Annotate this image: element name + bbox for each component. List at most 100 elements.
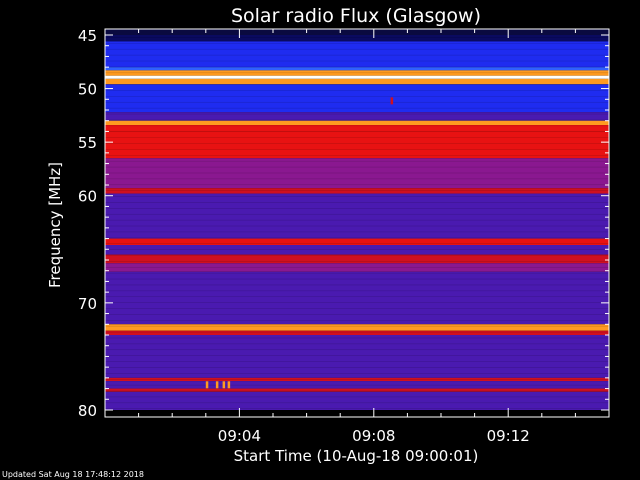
heatmap-band (105, 388, 609, 392)
heatmap-band (105, 70, 609, 76)
heatmap-band (105, 125, 609, 132)
heatmap-band (105, 381, 609, 389)
heatmap-channel-line (105, 278, 609, 280)
heatmap-channel-line (105, 225, 609, 227)
y-tick-label: 60 (78, 188, 97, 206)
heatmap-band (105, 245, 609, 255)
heatmap-channel-line (105, 272, 609, 274)
heatmap-channel-line (105, 107, 609, 109)
heatmap-channel-line (105, 184, 609, 186)
burst-mark (227, 381, 231, 389)
heatmap-channel-line (105, 137, 609, 138)
heatmap-band (105, 254, 609, 264)
heatmap-band (105, 35, 609, 42)
plot-frame (104, 28, 610, 418)
heatmap-channel-line (105, 131, 609, 133)
heatmap-channel-line (105, 302, 609, 303)
x-axis-ticks: 09:04 09:08 09:12 (138, 29, 576, 445)
heatmap-channel-line (105, 60, 609, 62)
heatmap-channel-line (105, 196, 609, 197)
heatmap-band (105, 193, 609, 239)
heatmap-band (105, 330, 609, 335)
heatmap-channel-line (105, 78, 609, 79)
heatmap-channel-line (105, 66, 609, 68)
heatmap-channel-line (105, 166, 609, 168)
heatmap-channel-line (105, 308, 609, 309)
heatmap-channel-line (105, 384, 609, 386)
heatmap-channel-line (105, 160, 609, 162)
y-axis-ticks: 45 50 55 60 70 80 (78, 27, 609, 420)
y-axis-label: Frequency [MHz] (46, 162, 64, 288)
heatmap-band (105, 335, 609, 378)
heatmap-channel-line (105, 202, 609, 203)
heatmap-band (105, 391, 609, 410)
heatmap-channel-line (105, 143, 609, 144)
heatmap-band (105, 41, 609, 68)
heatmap-band (105, 29, 609, 35)
heatmap-channel-line (105, 43, 609, 44)
heatmap-channel-line (105, 408, 609, 409)
heatmap-channel-line (105, 237, 609, 239)
heatmap-channel-line (105, 54, 609, 56)
heatmap-channel-line (105, 172, 609, 174)
heatmap-channel-line (105, 296, 609, 298)
heatmap-channel-line (105, 113, 609, 115)
burst-mark (222, 381, 226, 389)
heatmap-band (105, 263, 609, 272)
heatmap-channel-line (105, 355, 609, 356)
burst-mark (205, 381, 209, 389)
heatmap-band (105, 67, 609, 71)
heatmap-band (105, 271, 609, 325)
x-tick-label: 09:12 (487, 427, 530, 445)
heatmap-band (105, 131, 609, 159)
heatmap-channel-line (105, 231, 609, 233)
heatmap-band (105, 78, 609, 85)
heatmap-band (105, 238, 609, 245)
heatmap-band (105, 75, 609, 79)
x-axis-label: Start Time (10-Aug-18 09:00:01) (234, 447, 479, 465)
heatmap-channel-line (105, 396, 609, 398)
heatmap-channel-line (105, 266, 609, 268)
heatmap-channel-line (105, 48, 609, 50)
heatmap-channel-line (105, 37, 609, 38)
heatmap-channel-line (105, 190, 609, 191)
heatmap-channel-line (105, 155, 609, 156)
heatmap-band (105, 112, 609, 121)
y-tick-label: 80 (78, 402, 97, 420)
heatmap-channel-line (105, 255, 609, 256)
heatmap-band (105, 324, 609, 331)
heatmap-band (105, 188, 609, 194)
heatmap-channel-line (105, 373, 609, 374)
heatmap-channel-line (105, 208, 609, 209)
heatmap-channel-line (105, 178, 609, 180)
x-tick-label: 09:08 (352, 427, 395, 445)
heatmap-channel-line (105, 378, 609, 380)
heatmap-channel-line (105, 149, 609, 150)
heatmap-channel-line (105, 101, 609, 103)
heatmap-channel-line (105, 314, 609, 315)
y-tick-label: 45 (78, 27, 97, 45)
heatmap-channel-line (105, 90, 609, 91)
y-tick-label: 70 (78, 295, 97, 313)
heatmap-channel-line (105, 367, 609, 368)
x-tick-label: 09:04 (218, 427, 261, 445)
heatmap-channel-line (105, 213, 609, 215)
heatmap-channel-line (105, 320, 609, 321)
heatmap-channel-line (105, 349, 609, 351)
heatmap-channel-line (105, 261, 609, 262)
heatmap-channel-line (105, 72, 609, 74)
heatmap-channel-line (105, 243, 609, 244)
burst-mark (215, 381, 219, 389)
y-tick-label: 50 (78, 81, 97, 99)
heatmap-channel-line (105, 219, 609, 221)
spectrogram-heatmap (105, 29, 609, 410)
heatmap-channel-line (105, 84, 609, 85)
heatmap-band (105, 377, 609, 382)
heatmap-channel-line (105, 325, 609, 327)
heatmap-band (105, 84, 609, 113)
chart-title: Solar radio Flux (Glasgow) (231, 5, 481, 27)
burst-mark (390, 97, 394, 105)
y-tick-label: 55 (78, 134, 97, 152)
heatmap-channel-line (105, 390, 609, 392)
